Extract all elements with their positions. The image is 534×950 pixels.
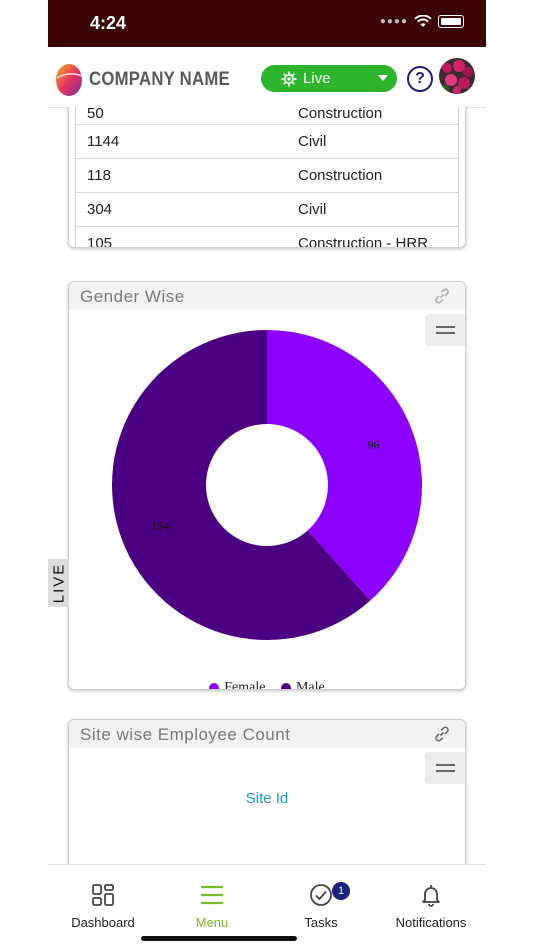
chart-legend: Female Male [69,680,465,689]
hamburger-icon [436,326,455,328]
chart-menu-button[interactable] [425,314,465,346]
table-cell: Civil [298,133,327,150]
mode-label: Live [303,70,331,87]
nav-label: Notifications [395,915,467,930]
legend-marker-icon [280,682,291,689]
table-cell: Civil [298,201,327,218]
hamburger-icon [436,764,455,766]
site-wise-card: Site wise Employee Count Site Id [68,719,466,864]
table-cell: Construction - HRR [298,235,429,248]
mode-dropdown[interactable]: Live [261,65,397,92]
status-icons: ●●●● [380,15,464,28]
dashboard-icon [92,884,114,906]
nav-label: Dashboard [71,915,135,930]
table-cell: 1144 [87,133,120,150]
data-label: 96 [368,437,380,451]
donut-slice-female[interactable] [267,330,422,601]
tasks-check-icon [310,884,332,906]
chevron-down-icon [378,75,388,81]
table-cell: 105 [87,235,113,248]
gear-icon [281,71,297,86]
status-bar: 4:24 ●●●● [48,0,486,47]
nav-label: Menu [195,915,229,930]
help-button[interactable]: ? [407,66,433,92]
table-cell: 118 [87,167,111,184]
dashboard-content[interactable]: 50 Construction 1144 Civil 118 Construct… [48,107,486,864]
gender-donut-chart: 96 154 [111,330,422,640]
data-label: 154 [151,519,169,533]
bottom-nav: Dashboard Menu 1 Tasks [48,864,486,950]
nav-label: Tasks [304,915,338,930]
live-side-tab[interactable]: LIVE [48,559,69,607]
table-row[interactable]: 1144 Civil [75,125,459,159]
card-header: Gender Wise [69,282,465,310]
card-title: Gender Wise [80,287,185,306]
nav-tasks[interactable]: 1 Tasks [266,865,376,935]
app-screen: 4:24 ●●●● COMPANY NAME [48,0,486,950]
axis-label: Site Id [245,790,289,807]
table-row[interactable]: 118 Construction [75,159,459,193]
table-cell: Construction [298,107,383,122]
link-icon[interactable] [433,287,451,305]
nav-dashboard[interactable]: Dashboard [48,865,158,935]
signal-icon: ●●●● [379,16,408,27]
table-cell: Construction [298,167,383,184]
card-title: Site wise Employee Count [80,725,291,744]
table-cell: 304 [87,201,113,218]
tasks-badge: 1 [332,882,350,900]
card-header: Site wise Employee Count [69,720,465,748]
avatar[interactable] [439,58,475,94]
nav-notifications[interactable]: Notifications [376,865,486,935]
donut-slice-male[interactable] [111,330,371,640]
company-logo [56,64,83,96]
legend-marker-icon [209,682,220,689]
home-indicator [141,936,297,941]
link-icon[interactable] [433,725,451,743]
legend-item-female[interactable]: Female [209,680,265,689]
bell-icon [422,885,440,907]
table-row[interactable]: 304 Civil [75,193,459,227]
table-card: 50 Construction 1144 Civil 118 Construct… [68,107,466,248]
legend-item-male[interactable]: Male [280,680,325,689]
battery-icon [438,15,464,28]
status-time: 4:24 [90,13,127,33]
nav-menu[interactable]: Menu [157,865,267,935]
table-cell: 50 [87,107,104,122]
hamburger-icon [201,885,223,905]
table-row[interactable]: 50 Construction [75,107,459,125]
chart-menu-button[interactable] [425,752,465,784]
table-row[interactable]: 105 Construction - HRR [75,227,459,248]
wifi-icon [414,15,432,27]
gender-wise-card: Gender Wise 96 154 Female Male [68,281,466,690]
company-name: COMPANY NAME [89,69,230,90]
app-header: COMPANY NAME Live ? [48,47,486,108]
